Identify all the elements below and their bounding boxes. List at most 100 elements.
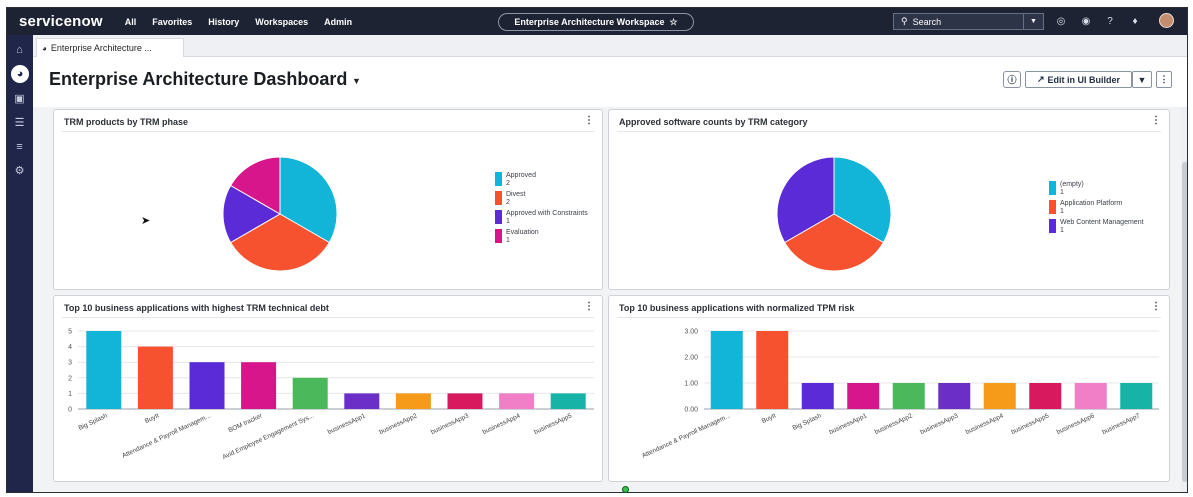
dashboard-content: TRM products by TRM phase ⋮ Approved 2 Div…: [33, 107, 1187, 492]
divider: [62, 131, 594, 132]
pie-slice-approved-with-constraints[interactable]: [222, 184, 281, 244]
bar-businessapp3[interactable]: [447, 393, 483, 409]
bar-avid-employee-engagement-sys[interactable]: [292, 377, 328, 409]
x-tick-label: businessApp6: [1056, 412, 1096, 436]
divider: [62, 317, 594, 318]
legend-swatch: [1049, 200, 1056, 214]
x-tick-label: Attendance & Payroll Managem...: [121, 412, 212, 459]
pie-slice-web-content-management[interactable]: [776, 156, 835, 244]
x-tick-label: businessApp1: [327, 412, 367, 436]
scrollbar-thumb[interactable]: [1182, 162, 1187, 482]
legend-item[interactable]: (empty) 1: [1049, 181, 1144, 197]
bar-businessapp2[interactable]: [892, 383, 925, 409]
bar-businessapp4[interactable]: [499, 393, 535, 409]
legend-item[interactable]: Approved with Constraints 1: [495, 210, 588, 226]
global-search[interactable]: ⚲ Search ▼: [893, 13, 1044, 30]
bar-businessapp5[interactable]: [550, 393, 586, 409]
bar-bom-tracker[interactable]: [241, 362, 277, 409]
servicenow-logo[interactable]: servicenow: [19, 13, 103, 30]
bar-businessapp5[interactable]: [1029, 383, 1062, 409]
y-tick-label: 3.00: [684, 329, 698, 336]
legend-swatch: [495, 172, 502, 186]
nav-history[interactable]: History: [208, 16, 240, 27]
y-tick-label: 3: [68, 360, 72, 367]
y-tick-label: 1.00: [684, 381, 698, 388]
briefcase-icon[interactable]: ▣: [14, 93, 25, 105]
bar-businessapp1[interactable]: [847, 383, 880, 409]
x-tick-label: businessApp7: [1101, 412, 1141, 436]
bar-big-splash[interactable]: [86, 331, 122, 409]
search-input[interactable]: Search: [912, 16, 942, 27]
legend-item[interactable]: Approved 2: [495, 172, 588, 188]
card-title: TRM products by TRM phase: [64, 117, 189, 127]
globe-icon[interactable]: ◎: [1056, 15, 1066, 27]
bar-attendance-payroll-managem[interactable]: [710, 331, 743, 409]
card-title: Top 10 business applications with highes…: [64, 303, 329, 313]
legend-item[interactable]: Divest 2: [495, 191, 588, 207]
star-icon[interactable]: ☆: [669, 16, 678, 27]
tab-strip: ◕ Enterprise Architecture ...: [33, 35, 1187, 57]
dashboard-icon[interactable]: ◕: [11, 65, 29, 83]
workspace-title: Enterprise Architecture Workspace: [514, 17, 665, 27]
pie-slice-divest[interactable]: [229, 213, 331, 272]
card-tpm-risk: Top 10 business applications with normal…: [608, 295, 1170, 482]
chevron-down-icon[interactable]: ▼: [352, 76, 361, 86]
bar-businessapp3[interactable]: [938, 383, 971, 409]
mouse-cursor-icon: ➤: [141, 215, 151, 227]
legend-item[interactable]: Evaluation 1: [495, 229, 588, 245]
pie-slice-empty[interactable]: [833, 156, 892, 244]
x-tick-label: businessApp4: [481, 412, 521, 436]
legend-item[interactable]: Application Platform 1: [1049, 200, 1144, 216]
bar-businessapp6[interactable]: [1074, 383, 1107, 409]
pie-slice-approved[interactable]: [279, 156, 338, 244]
more-options-icon[interactable]: ⋮: [584, 115, 594, 126]
bar-businessapp7[interactable]: [1120, 383, 1153, 409]
home-icon[interactable]: ⌂: [16, 43, 23, 56]
external-link-icon: ↗: [1036, 74, 1045, 84]
more-options-icon[interactable]: ⋮: [584, 301, 594, 312]
bar-buyit[interactable]: [756, 331, 789, 409]
nav-admin[interactable]: Admin: [324, 16, 353, 27]
nav-favorites[interactable]: Favorites: [152, 16, 193, 27]
y-tick-label: 2.00: [684, 355, 698, 362]
list-icon[interactable]: ≡: [16, 140, 23, 153]
more-options-icon[interactable]: ⋮: [1151, 301, 1161, 312]
y-tick-label: 0: [68, 407, 72, 414]
legend-swatch: [495, 229, 502, 243]
y-tick-label: 4: [68, 344, 72, 351]
settings-icon[interactable]: ⚙: [14, 165, 25, 177]
bar-businessapp2[interactable]: [395, 393, 431, 409]
x-tick-label: Attendance & Payroll Managem...: [641, 412, 732, 459]
nav-all[interactable]: All: [124, 16, 137, 27]
chat-icon[interactable]: ◉: [1081, 15, 1091, 27]
pie-slice-evaluation[interactable]: [229, 156, 281, 215]
card-title: Top 10 business applications with normal…: [619, 303, 855, 313]
help-icon[interactable]: ?: [1107, 15, 1113, 27]
x-tick-label: businessApp1: [828, 412, 868, 436]
bar-big-splash[interactable]: [801, 383, 834, 409]
page-title: Enterprise Architecture Dashboard: [49, 69, 348, 89]
bar-businessapp1[interactable]: [344, 393, 380, 409]
user-avatar[interactable]: [1159, 13, 1174, 28]
report-icon[interactable]: ☰: [14, 117, 25, 129]
bar-buyit[interactable]: [137, 346, 173, 409]
legend-label: Evaluation 1: [506, 229, 539, 244]
vertical-scrollbar[interactable]: [1181, 107, 1187, 492]
pie-slice-application-platform[interactable]: [783, 213, 885, 272]
edit-in-ui-builder-button[interactable]: ↗ Edit in UI Builder: [1025, 71, 1132, 88]
bar-businessapp4[interactable]: [983, 383, 1016, 409]
legend-label: Web Content Management 1: [1060, 219, 1144, 234]
edit-options-dropdown[interactable]: ▼: [1132, 71, 1152, 88]
bar-attendance-payroll-managem[interactable]: [189, 362, 225, 409]
info-icon[interactable]: ⓘ: [1003, 71, 1021, 88]
nav-workspaces[interactable]: Workspaces: [255, 16, 309, 27]
more-options-icon[interactable]: ⋮: [1151, 115, 1161, 126]
y-tick-label: 2: [68, 375, 72, 382]
more-options-icon[interactable]: ⋮: [1156, 71, 1172, 88]
workspace-title-pill[interactable]: Enterprise Architecture Workspace ☆: [498, 13, 694, 31]
tab-enterprise-architecture[interactable]: ◕ Enterprise Architecture ...: [36, 38, 184, 57]
search-scope-dropdown-icon[interactable]: ▼: [1023, 14, 1043, 29]
card-technical-debt: Top 10 business applications with highes…: [53, 295, 603, 482]
bell-icon[interactable]: ♦: [1132, 15, 1138, 27]
legend-item[interactable]: Web Content Management 1: [1049, 219, 1144, 235]
